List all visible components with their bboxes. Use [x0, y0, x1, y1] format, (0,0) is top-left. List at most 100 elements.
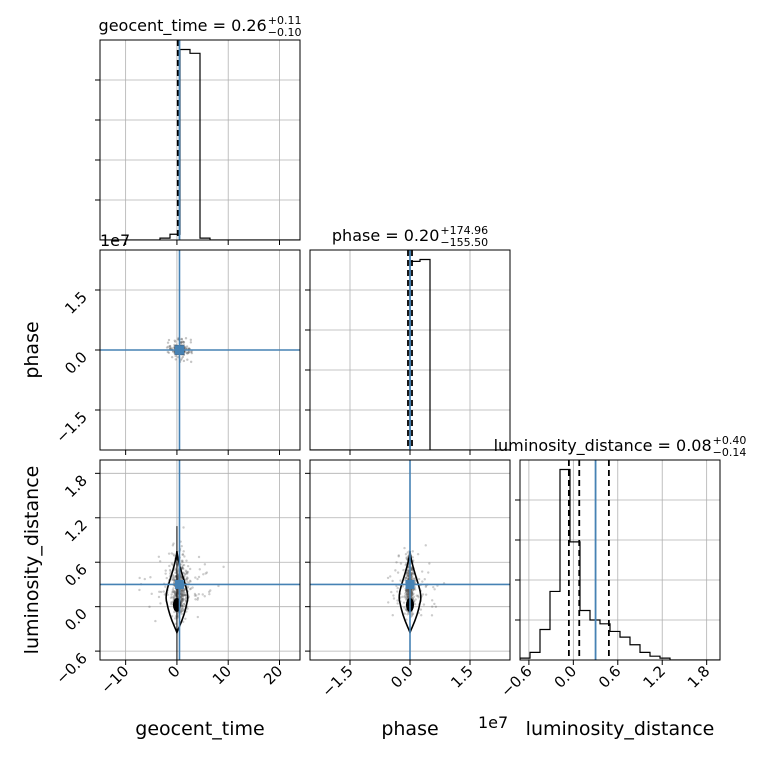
- sample-point: [387, 601, 390, 604]
- sample-point: [181, 340, 185, 343]
- y-tick-label-luminosity_distance: 1.8: [61, 471, 91, 501]
- sample-point: [180, 588, 183, 592]
- sample-point: [396, 586, 399, 590]
- sample-point: [433, 602, 436, 606]
- sample-point: [421, 593, 425, 596]
- sample-point: [402, 568, 405, 572]
- sample-point: [407, 595, 410, 599]
- sample-point: [427, 571, 430, 574]
- x-tick-label-geocent_time: 10: [209, 662, 235, 688]
- sample-point: [181, 588, 184, 592]
- sample-point: [410, 594, 413, 597]
- histogram-phase: [310, 258, 510, 450]
- sample-point: [181, 599, 185, 602]
- sample-point: [406, 588, 409, 592]
- sample-point: [173, 596, 176, 599]
- sample-point: [189, 350, 193, 354]
- sample-point: [174, 622, 177, 625]
- sample-point: [172, 589, 176, 593]
- truth-marker: [174, 579, 184, 589]
- sample-point: [171, 595, 174, 599]
- sample-point: [173, 610, 176, 614]
- sample-point: [180, 597, 183, 601]
- sample-point: [189, 360, 193, 364]
- sample-point: [404, 589, 408, 592]
- sample-point: [180, 610, 183, 613]
- sample-point: [395, 584, 398, 588]
- truth-marker: [174, 345, 184, 355]
- title-main: phase = 0.20: [332, 226, 439, 245]
- sample-point: [194, 576, 197, 579]
- sample-point: [404, 589, 408, 592]
- sample-point: [404, 592, 407, 595]
- sample-point: [410, 568, 414, 572]
- sample-point: [181, 599, 184, 602]
- sample-point: [407, 590, 410, 593]
- sample-point: [181, 598, 184, 601]
- sample-point: [174, 571, 177, 575]
- sample-point: [174, 574, 177, 578]
- sample-point: [399, 579, 402, 582]
- sample-point: [183, 573, 187, 576]
- sample-point: [185, 570, 188, 573]
- sample-point: [412, 573, 415, 576]
- sample-point: [406, 588, 410, 592]
- title-upper-error: +0.11: [268, 14, 302, 27]
- x-tick-label-luminosity_distance: 1.2: [639, 662, 669, 692]
- sample-point: [424, 585, 428, 588]
- sample-point: [181, 564, 184, 567]
- sample-point: [181, 596, 184, 599]
- sample-point: [410, 566, 413, 570]
- sample-point: [172, 553, 175, 556]
- sample-point: [410, 592, 413, 596]
- sample-point: [174, 358, 177, 361]
- sample-point: [157, 555, 161, 558]
- sample-point: [405, 593, 408, 596]
- sample-point: [180, 340, 183, 344]
- sample-point: [171, 544, 175, 547]
- sample-point: [187, 347, 191, 350]
- title-upper-error: +174.96: [440, 224, 488, 237]
- sample-point: [414, 598, 417, 601]
- sample-point: [172, 577, 176, 580]
- sample-point: [410, 593, 414, 596]
- sample-point: [406, 551, 409, 554]
- sample-point: [417, 577, 421, 581]
- sample-point: [176, 591, 180, 595]
- y-tick-label-luminosity_distance: 0.6: [61, 560, 91, 590]
- sample-point: [186, 352, 190, 355]
- panel-luminosity_distance-vs-luminosity_distance-frame: [519, 459, 721, 661]
- sample-point: [403, 596, 407, 599]
- sample-point: [405, 590, 408, 594]
- sample-point: [180, 591, 184, 595]
- sample-point: [157, 595, 161, 599]
- y-tick-label-luminosity_distance: −0.6: [52, 649, 90, 687]
- x-tick-label-phase: 0.0: [387, 662, 417, 692]
- sample-point: [405, 576, 408, 579]
- sample-point: [183, 593, 186, 597]
- sample-point: [174, 617, 177, 620]
- sample-point: [186, 580, 189, 583]
- sample-point: [159, 590, 163, 594]
- sample-point: [181, 355, 185, 359]
- sample-point: [188, 579, 192, 583]
- sample-point: [180, 341, 183, 344]
- sample-point: [183, 602, 186, 605]
- sample-point: [184, 617, 187, 620]
- sample-point: [172, 542, 175, 545]
- sample-point: [406, 590, 410, 593]
- sample-point: [182, 340, 185, 344]
- sample-point: [414, 588, 417, 591]
- sample-point: [390, 590, 393, 594]
- sample-point: [181, 593, 185, 596]
- sample-point: [182, 341, 186, 344]
- sample-point: [410, 591, 413, 594]
- sample-point: [181, 553, 185, 556]
- sample-point: [434, 605, 438, 609]
- sample-point: [422, 603, 426, 606]
- sample-point: [181, 559, 184, 563]
- sample-point: [410, 592, 414, 595]
- sample-point: [168, 568, 172, 572]
- sample-point: [406, 577, 410, 581]
